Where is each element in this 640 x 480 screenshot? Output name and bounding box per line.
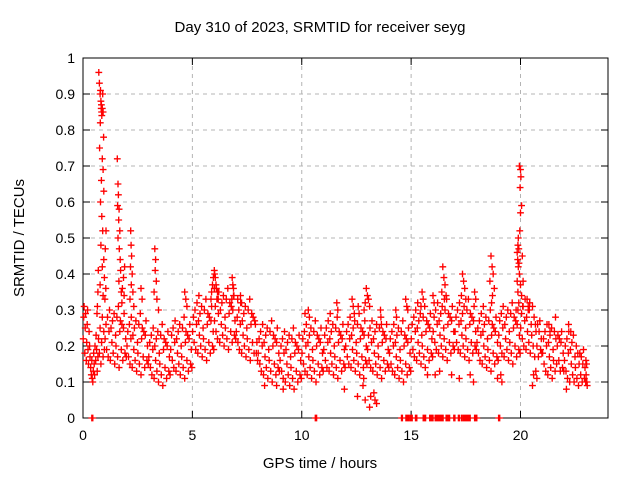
y-tick-label: 0.9 (56, 86, 76, 102)
y-axis-label: SRMTID / TECUs (11, 179, 28, 297)
chart-title: Day 310 of 2023, SRMTID for receiver sey… (175, 19, 466, 36)
x-tick-label: 15 (403, 427, 419, 443)
y-tick-label: 1 (67, 50, 75, 66)
y-tick-label: 0.1 (56, 374, 76, 390)
x-tick-label: 5 (188, 427, 196, 443)
axis-border-and-ticks (82, 57, 609, 419)
y-tick-label: 0.6 (56, 194, 76, 210)
y-tick-label: 0.2 (56, 338, 76, 354)
tick-labels: 0 5 10 15 20 0 0.1 0.2 0.3 0.4 0.5 0.6 0.7 0.8 0.9 1 (56, 50, 529, 443)
x-axis-label: GPS time / hours (263, 455, 377, 472)
y-tick-label: 0.5 (56, 230, 76, 246)
y-tick-label: 0.7 (56, 158, 76, 174)
x-tick-label: 10 (294, 427, 310, 443)
x-tick-label: 0 (79, 427, 87, 443)
y-tick-label: 0.8 (56, 122, 76, 138)
x-tick-label: 20 (513, 427, 529, 443)
data-points (79, 69, 591, 422)
y-tick-label: 0 (67, 410, 75, 426)
y-tick-label: 0.4 (56, 266, 76, 282)
y-tick-label: 0.3 (56, 302, 76, 318)
scatter-points (79, 69, 591, 422)
